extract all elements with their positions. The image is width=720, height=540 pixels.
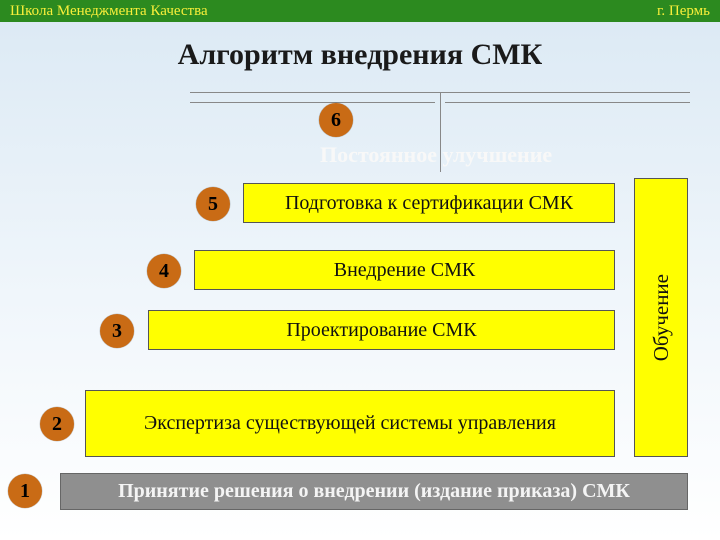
deco-line-right [445, 102, 690, 103]
badge-3: 3 [100, 314, 134, 348]
badge-2: 2 [40, 407, 74, 441]
step-box-4: Внедрение СМК [194, 250, 615, 290]
badge-4: 4 [147, 254, 181, 288]
side-box-training: Обучение [634, 178, 688, 457]
side-box-label: Обучение [649, 274, 674, 361]
step-box-5: Подготовка к сертификации СМК [243, 183, 615, 223]
badge-5: 5 [196, 187, 230, 221]
header-right: г. Пермь [657, 3, 710, 20]
badge-6: 6 [319, 103, 353, 137]
header-bar: Школа Менеджмента Качества г. Пермь [0, 0, 720, 22]
improvement-label: Постоянное улучшение [320, 142, 552, 168]
step-2-label: Экспертиза существующей системы управлен… [144, 412, 556, 435]
step-3-label: Проектирование СМК [286, 319, 476, 342]
step-box-3: Проектирование СМК [148, 310, 615, 350]
step-box-2: Экспертиза существующей системы управлен… [85, 390, 615, 457]
base-box-1: Принятие решения о внедрении (издание пр… [60, 473, 688, 510]
step-5-label: Подготовка к сертификации СМК [285, 192, 573, 215]
slide-title: Алгоритм внедрения СМК [0, 38, 720, 72]
step-1-label: Принятие решения о внедрении (издание пр… [118, 480, 630, 503]
deco-line-left [190, 102, 435, 103]
header-left: Школа Менеджмента Качества [10, 3, 208, 20]
badge-1: 1 [8, 474, 42, 508]
step-4-label: Внедрение СМК [334, 259, 475, 282]
